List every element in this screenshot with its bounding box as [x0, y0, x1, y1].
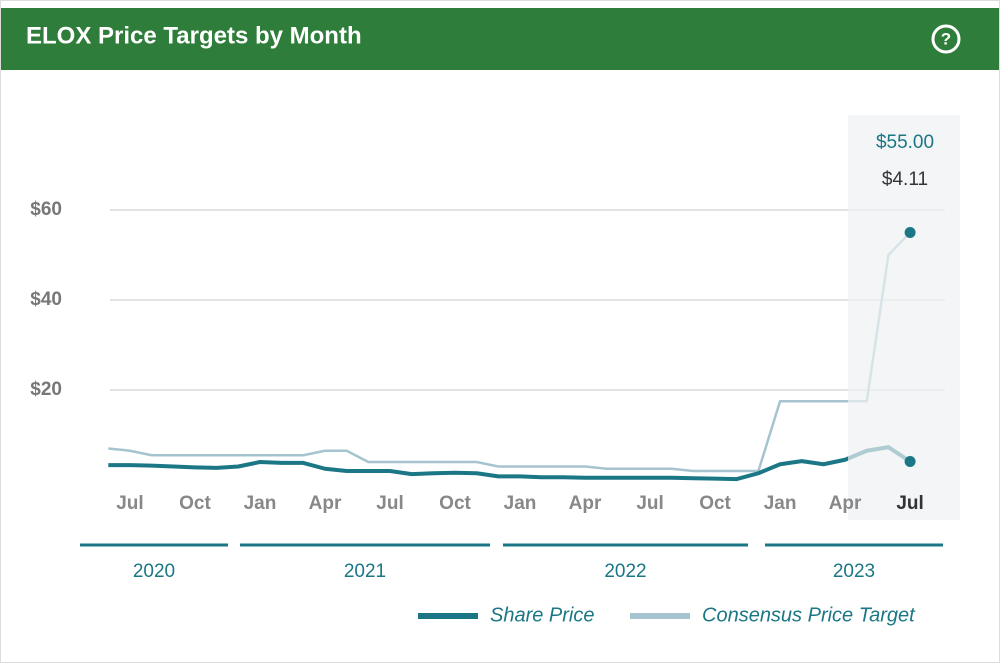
x-tick-label: Oct: [699, 493, 731, 514]
year-label: 2021: [344, 561, 386, 582]
header-bar: [1, 8, 999, 70]
x-tick-label: Jul: [116, 493, 143, 514]
x-tick-label: Jul: [896, 493, 923, 514]
year-label: 2022: [604, 561, 646, 582]
x-tick-label: Oct: [439, 493, 471, 514]
y-tick-label: $60: [30, 199, 62, 220]
tooltip-value: $55.00: [876, 132, 934, 153]
help-icon[interactable]: ?: [931, 24, 961, 54]
series-line: [108, 445, 912, 482]
x-tick-label: Jan: [244, 493, 277, 514]
x-tick-label: Oct: [179, 493, 211, 514]
end-dot: [904, 456, 916, 468]
year-label: 2020: [133, 561, 175, 582]
x-tick-label: Jul: [376, 493, 403, 514]
tooltip-value: $4.11: [882, 169, 928, 190]
legend-label: Consensus Price Target: [702, 604, 916, 626]
series-line: [108, 231, 911, 473]
year-label: 2023: [833, 561, 875, 582]
x-tick-label: Jan: [504, 493, 537, 514]
legend-label: Share Price: [490, 604, 595, 626]
x-tick-label: Apr: [569, 493, 602, 514]
x-tick-label: Jul: [636, 493, 663, 514]
end-dot: [904, 227, 916, 238]
y-tick-label: $20: [30, 379, 62, 400]
y-tick-label: $40: [30, 289, 62, 310]
svg-text:?: ?: [941, 29, 951, 48]
title: ELOX Price Targets by Month: [26, 22, 362, 49]
x-tick-label: Apr: [829, 493, 862, 514]
x-tick-label: Jan: [764, 493, 797, 514]
tooltip-panel: [848, 115, 960, 520]
x-tick-label: Apr: [309, 493, 342, 514]
